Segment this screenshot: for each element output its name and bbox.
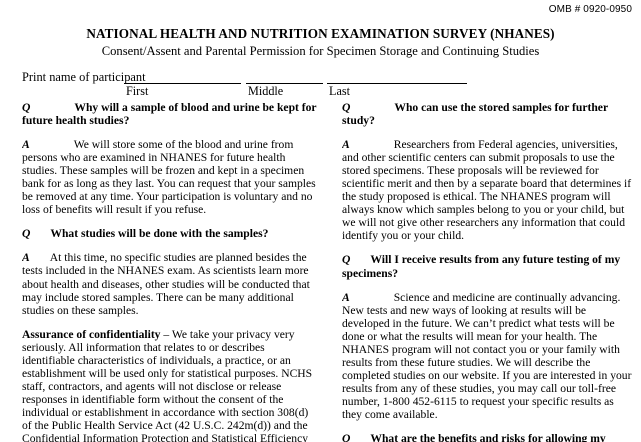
middle-name-field[interactable] [246, 83, 323, 84]
question-text: Who can use the stored samples for furth… [342, 101, 608, 128]
last-name-field[interactable] [327, 83, 467, 84]
answer-block: A Researchers from Federal agencies, univ… [342, 138, 634, 242]
question-text: Will I receive results from any future t… [342, 253, 621, 280]
participant-name-label: Print name of participant [22, 70, 146, 84]
answer-text: At this time, no specific studies are pl… [22, 251, 310, 317]
answer-block: A We will store some of the blood and uri… [22, 138, 320, 216]
omb-number: OMB # 0920-0950 [548, 4, 632, 15]
left-column: Q Why will a sample of blood and urine be… [22, 101, 320, 442]
page-subtitle: Consent/Assent and Parental Permission f… [101, 44, 540, 58]
first-name-caption: First [126, 84, 149, 98]
a-marker: A [342, 138, 350, 152]
last-name-caption: Last [329, 84, 350, 98]
body-columns: Q Why will a sample of blood and urine be… [0, 101, 641, 442]
question-text: Why will a sample of blood and urine be … [22, 101, 317, 128]
answer-text: Science and medicine are continually adv… [342, 290, 632, 421]
participant-name-row: Print name of participant First Middle L… [22, 70, 622, 98]
answer-block: A At this time, no specific studies are p… [22, 251, 320, 316]
a-marker: A [342, 290, 350, 304]
answer-text: Researchers from Federal agencies, unive… [342, 138, 632, 243]
question-block: Q Will I receive results from any future … [342, 253, 634, 279]
confidentiality-block: Assurance of confidentiality – We take y… [22, 328, 320, 442]
q-marker: Q [342, 432, 351, 442]
q-marker: Q [342, 253, 351, 267]
question-text: What studies will be done with the sampl… [50, 227, 269, 241]
confidentiality-text: – We take your privacy very seriously. A… [22, 327, 313, 442]
document-title-block: NATIONAL HEALTH AND NUTRITION EXAMINATIO… [0, 26, 641, 59]
answer-text: We will store some of the blood and urin… [22, 138, 316, 217]
middle-name-caption: Middle [248, 84, 284, 98]
q-marker: Q [342, 101, 351, 114]
first-name-field[interactable] [124, 83, 241, 84]
confidentiality-heading: Assurance of confidentiality [22, 327, 161, 341]
q-marker: Q [22, 227, 31, 241]
question-block: Q What studies will be done with the samp… [22, 227, 320, 240]
question-block: Q Who can use the stored samples for furt… [342, 101, 634, 127]
a-marker: A [22, 251, 30, 265]
a-marker: A [22, 138, 30, 152]
page-title: NATIONAL HEALTH AND NUTRITION EXAMINATIO… [86, 26, 555, 41]
question-block: Q Why will a sample of blood and urine be… [22, 101, 320, 127]
question-block: Q What are the benefits and risks for all… [342, 432, 634, 442]
q-marker: Q [22, 101, 31, 114]
right-column: Q Who can use the stored samples for furt… [342, 101, 634, 442]
question-text: What are the benefits and risks for allo… [370, 432, 606, 442]
answer-block: A Science and medicine are continually ad… [342, 291, 634, 421]
